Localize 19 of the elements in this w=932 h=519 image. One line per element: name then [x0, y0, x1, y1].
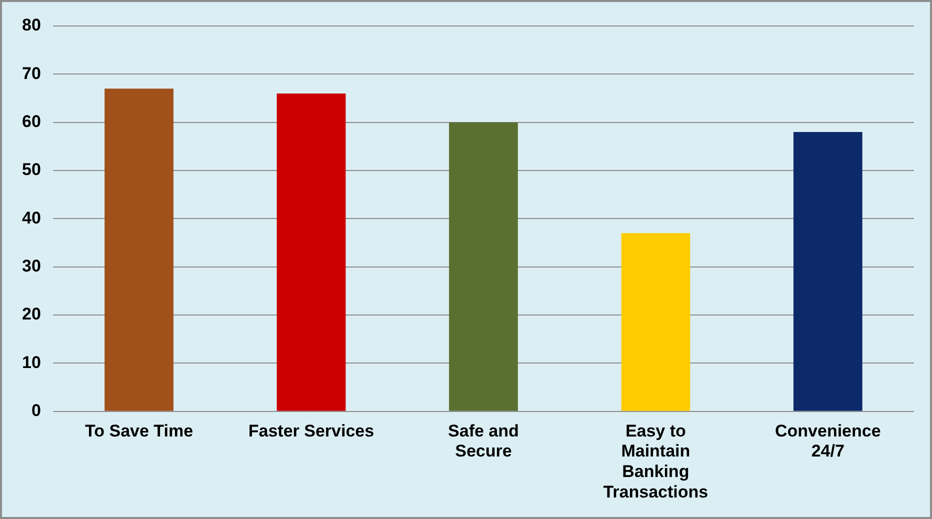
y-tick-label: 40 [22, 208, 41, 228]
x-tick-label: Convenience 24/7 [774, 421, 881, 461]
x-tick-label: Safe and Secure [448, 421, 519, 461]
y-tick-label: 50 [22, 160, 41, 180]
x-tick-label: Faster Services [248, 421, 374, 440]
bar [793, 132, 862, 411]
y-tick-label: 70 [22, 64, 41, 83]
bar [276, 93, 346, 411]
y-tick-label: 0 [31, 401, 41, 420]
y-tick-label: 60 [22, 112, 41, 132]
y-tick-label: 10 [22, 352, 41, 372]
y-tick-label: 80 [22, 16, 41, 35]
x-tick-label: To Save Time [85, 421, 194, 440]
y-tick-label: 20 [22, 304, 41, 324]
x-tick-label: Easy to Maintain Banking Transactions [603, 421, 708, 502]
y-tick-label: 30 [22, 256, 41, 276]
bar [621, 233, 690, 411]
bar [104, 88, 174, 411]
bar [449, 122, 518, 411]
